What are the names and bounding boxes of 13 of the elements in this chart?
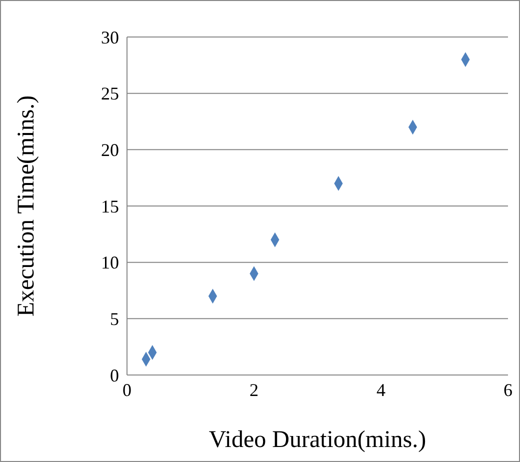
y-tick-label: 5 [110, 309, 119, 330]
y-tick-label: 30 [101, 27, 119, 48]
x-tick-label: 6 [504, 380, 512, 400]
x-tick-label: 4 [376, 380, 386, 400]
y-axis-title: Execution Time(mins.) [14, 95, 40, 317]
y-tick-label: 25 [101, 84, 119, 104]
y-tick-label: 0 [110, 365, 119, 386]
y-tick-label: 15 [101, 196, 119, 216]
x-tick-label: 0 [122, 380, 132, 400]
y-tick-label: 10 [101, 252, 119, 273]
x-tick-label: 2 [250, 380, 258, 400]
y-tick-label: 20 [101, 140, 119, 160]
x-axis-title: Video Duration(mins.) [208, 427, 426, 453]
